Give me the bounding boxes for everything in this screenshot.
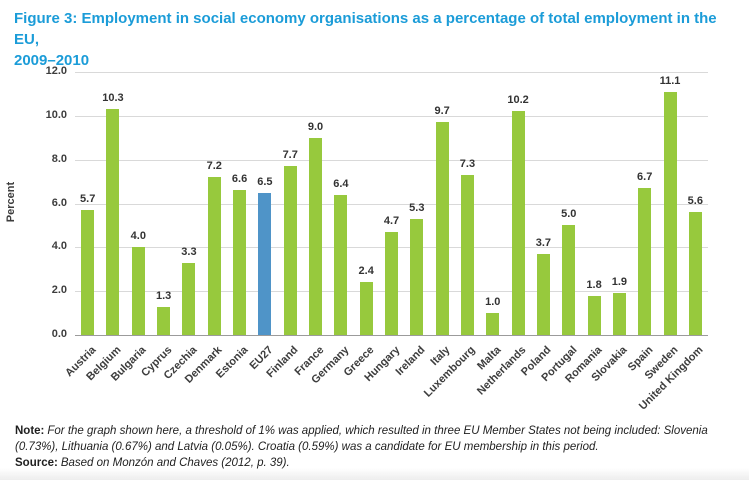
bar-value-label: 3.3	[181, 245, 197, 258]
bar-value-label: 6.7	[637, 171, 653, 184]
bar-italy	[435, 122, 449, 335]
bar-austria	[81, 210, 95, 335]
bar-estonia	[233, 190, 247, 335]
bar-hungary	[385, 231, 398, 335]
bar-value-label: 5.6	[687, 195, 703, 208]
bar-value-label: 5.7	[80, 193, 96, 206]
bar-value-label: 2.4	[358, 265, 374, 278]
x-axis-line	[75, 335, 708, 336]
y-tick-label: 12.0	[45, 65, 67, 77]
figure-footnote: Note: For the graph shown here, a thresho…	[15, 424, 735, 472]
bar-value-label: 6.6	[231, 173, 248, 186]
bar-germany	[334, 194, 348, 335]
bar-france	[309, 137, 323, 335]
bar-luxembourg	[460, 175, 474, 335]
y-axis-label: Percent	[5, 181, 17, 223]
bar-value-label: 11.1	[659, 74, 681, 87]
bar-belgium	[106, 109, 120, 335]
bar-value-label: 4.7	[383, 214, 400, 227]
y-tick-label: 0.0	[51, 328, 67, 340]
bar-value-label: 1.3	[155, 289, 172, 302]
bar-value-label: 4.0	[130, 230, 146, 243]
source-text: Based on Monzón and Chaves (2012, p. 39)…	[60, 457, 290, 469]
bar-portugal	[562, 225, 576, 335]
plot-area: 0.0 2.0 4.0 6.0 8.0 10.0 12.0 5.7 Austria 10.3 Bel…	[46, 65, 708, 413]
y-tick-label: 8.0	[51, 152, 67, 165]
bar-netherlands	[511, 111, 525, 335]
bar-bulgaria	[131, 247, 145, 335]
note-label: Note:	[15, 425, 45, 437]
bar-greece	[359, 282, 373, 335]
bar-value-label: 9.0	[307, 120, 324, 133]
employment-bar-chart: Percent 0.0 2.0 4.0 6.0 8.0 10.0 12.0 5.7 Austri…	[0, 62, 749, 422]
bar-denmark	[207, 177, 221, 335]
note-text: For the graph shown here, a threshold of…	[15, 425, 708, 453]
bar-value-label: 1.9	[611, 276, 628, 289]
y-tick-label: 2.0	[51, 284, 67, 297]
bar-eu27	[258, 192, 272, 335]
bar-value-label: 7.2	[206, 160, 222, 173]
bar-value-label: 7.7	[282, 149, 298, 162]
bar-value-label: 5.3	[409, 201, 425, 214]
gridline	[75, 115, 708, 117]
bar-united-kingdom	[688, 212, 702, 335]
bar-value-label: 6.5	[257, 175, 273, 188]
bar-spain	[638, 188, 652, 335]
y-tick-label: 10.0	[45, 108, 67, 121]
bar-ireland	[410, 218, 424, 335]
bar-malta	[486, 313, 500, 335]
bar-czechia	[182, 262, 196, 335]
bar-slovakia	[612, 293, 626, 335]
bar-value-label: 10.2	[507, 94, 529, 107]
bar-romania	[587, 295, 601, 335]
bar-finland	[283, 166, 297, 335]
bar-value-label: 9.7	[434, 105, 450, 118]
note-line: Note: For the graph shown here, a thresho…	[15, 424, 735, 455]
y-tick-label: 4.0	[51, 240, 67, 253]
bar-value-label: 1.8	[586, 278, 602, 291]
bar-value-label: 6.4	[333, 177, 349, 190]
figure-title: Figure 3: Employment in social economy o…	[14, 10, 717, 69]
bar-value-label: 7.3	[459, 158, 476, 170]
bar-value-label: 5.0	[561, 208, 577, 221]
bar-cyprus	[157, 306, 171, 335]
bar-poland	[536, 253, 550, 335]
gridline	[75, 72, 708, 73]
source-line: Source: Based on Monzón and Chaves (2012,…	[15, 456, 735, 472]
bar-value-label: 3.7	[535, 236, 552, 249]
gridline	[75, 203, 708, 205]
bar-value-label: 10.3	[102, 92, 124, 105]
source-label: Source:	[15, 457, 58, 469]
bar-sweden	[663, 91, 677, 335]
bar-value-label: 1.0	[485, 296, 501, 309]
y-tick-label: 6.0	[51, 196, 67, 209]
gridline	[75, 159, 708, 161]
